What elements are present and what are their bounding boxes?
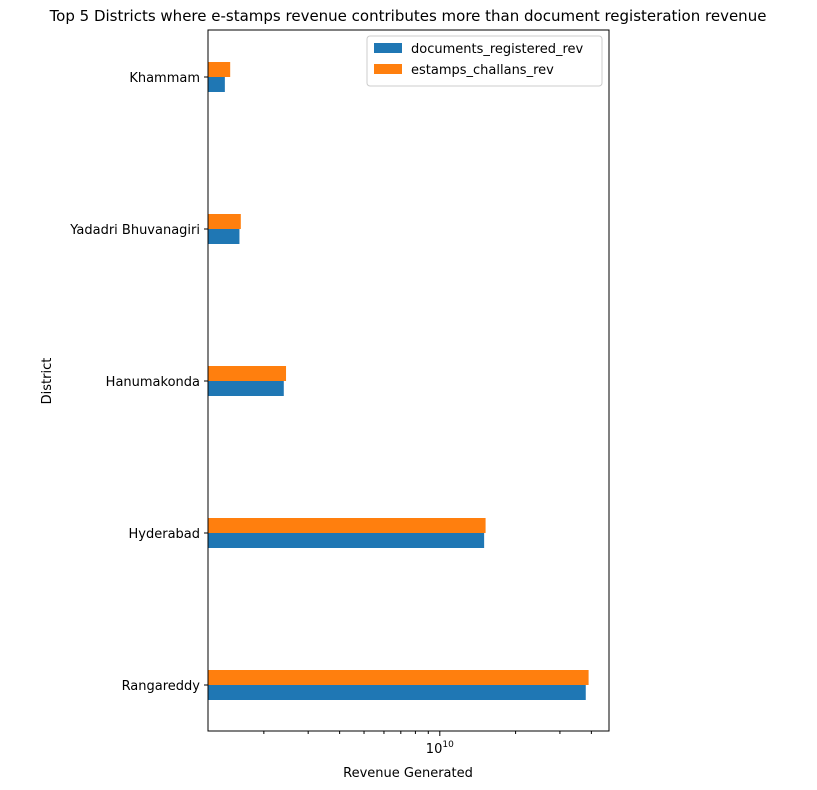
bar-estamps-yadadri-bhuvanagiri: [208, 214, 241, 229]
legend: documents_registered_rev estamps_challan…: [366, 35, 603, 87]
bar-documents-yadadri-bhuvanagiri: [208, 229, 240, 244]
x-tick-label: 1010: [426, 740, 454, 757]
x-axis-label: Revenue Generated: [343, 766, 473, 781]
legend-swatch-estamps: [374, 64, 402, 74]
y-tick-label: Yadadri Bhuvanagiri: [69, 223, 200, 238]
y-tick-label: Khammam: [129, 71, 200, 86]
y-tick-label: Rangareddy: [122, 679, 201, 694]
bar-estamps-hanumakonda: [208, 366, 287, 381]
y-tick-label: Hyderabad: [129, 527, 201, 542]
plot-area: Rangareddy Hyderabad Hanumakonda Yadadri Bh…: [69, 62, 592, 757]
legend-label-estamps: estamps_challans_rev: [411, 63, 554, 78]
bar-documents-hanumakonda: [208, 381, 284, 396]
y-axis-label: District: [40, 358, 55, 405]
legend-swatch-documents: [374, 43, 402, 53]
bar-estamps-rangareddy: [208, 670, 589, 685]
legend-label-documents: documents_registered_rev: [411, 42, 584, 57]
bar-documents-rangareddy: [208, 685, 586, 700]
bar-estamps-khammam: [208, 62, 231, 77]
bar-documents-khammam: [208, 77, 225, 92]
chart-title: Top 5 Districts where e-stamps revenue c…: [49, 7, 767, 25]
y-tick-label: Hanumakonda: [106, 375, 200, 390]
legend-frame: [366, 35, 603, 87]
bar-estamps-hyderabad: [208, 518, 486, 533]
axes-frame: [207, 29, 610, 732]
bar-documents-hyderabad: [208, 533, 485, 548]
